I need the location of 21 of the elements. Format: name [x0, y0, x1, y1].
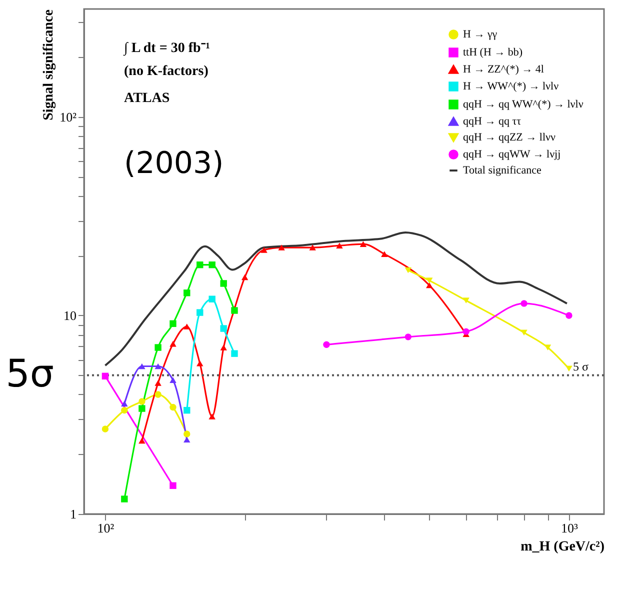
legend-label: Total significance — [463, 164, 542, 176]
legend-label: qqH → qq WW^(*) → lνlν — [463, 98, 584, 110]
y-axis-title: Signal significance — [42, 10, 57, 120]
legend-label: ttH (H → bb) — [463, 46, 523, 58]
legend-label: qqH → qq ττ — [463, 116, 522, 128]
legend-label: qqH → qqWW → lνjj — [463, 148, 561, 160]
legend-label: H → ZZ^(*) → 4l — [463, 64, 544, 76]
legend-label: qqH → qqZZ → llνν — [463, 132, 556, 144]
y-tick-label: 1 — [70, 506, 76, 522]
annotation: ATLAS — [124, 91, 170, 106]
x-tick-label: 10³ — [561, 520, 578, 536]
ref-line-label: 5σ — [6, 351, 54, 396]
legend-label: H → WW^(*) → lνlν — [463, 80, 559, 92]
annotation: (no K-factors) — [124, 64, 209, 79]
annotation: 5 σ — [572, 359, 589, 374]
y-tick-label: 10² — [60, 110, 77, 124]
legend-label: H → γγ — [463, 28, 498, 40]
x-axis-title: m_H (GeV/c²) — [520, 540, 605, 554]
y-tick-label: 10 — [64, 308, 76, 323]
annotation: ∫ L dt = 30 fb⁻¹ — [123, 41, 210, 56]
annotation: (2003) — [124, 146, 224, 181]
